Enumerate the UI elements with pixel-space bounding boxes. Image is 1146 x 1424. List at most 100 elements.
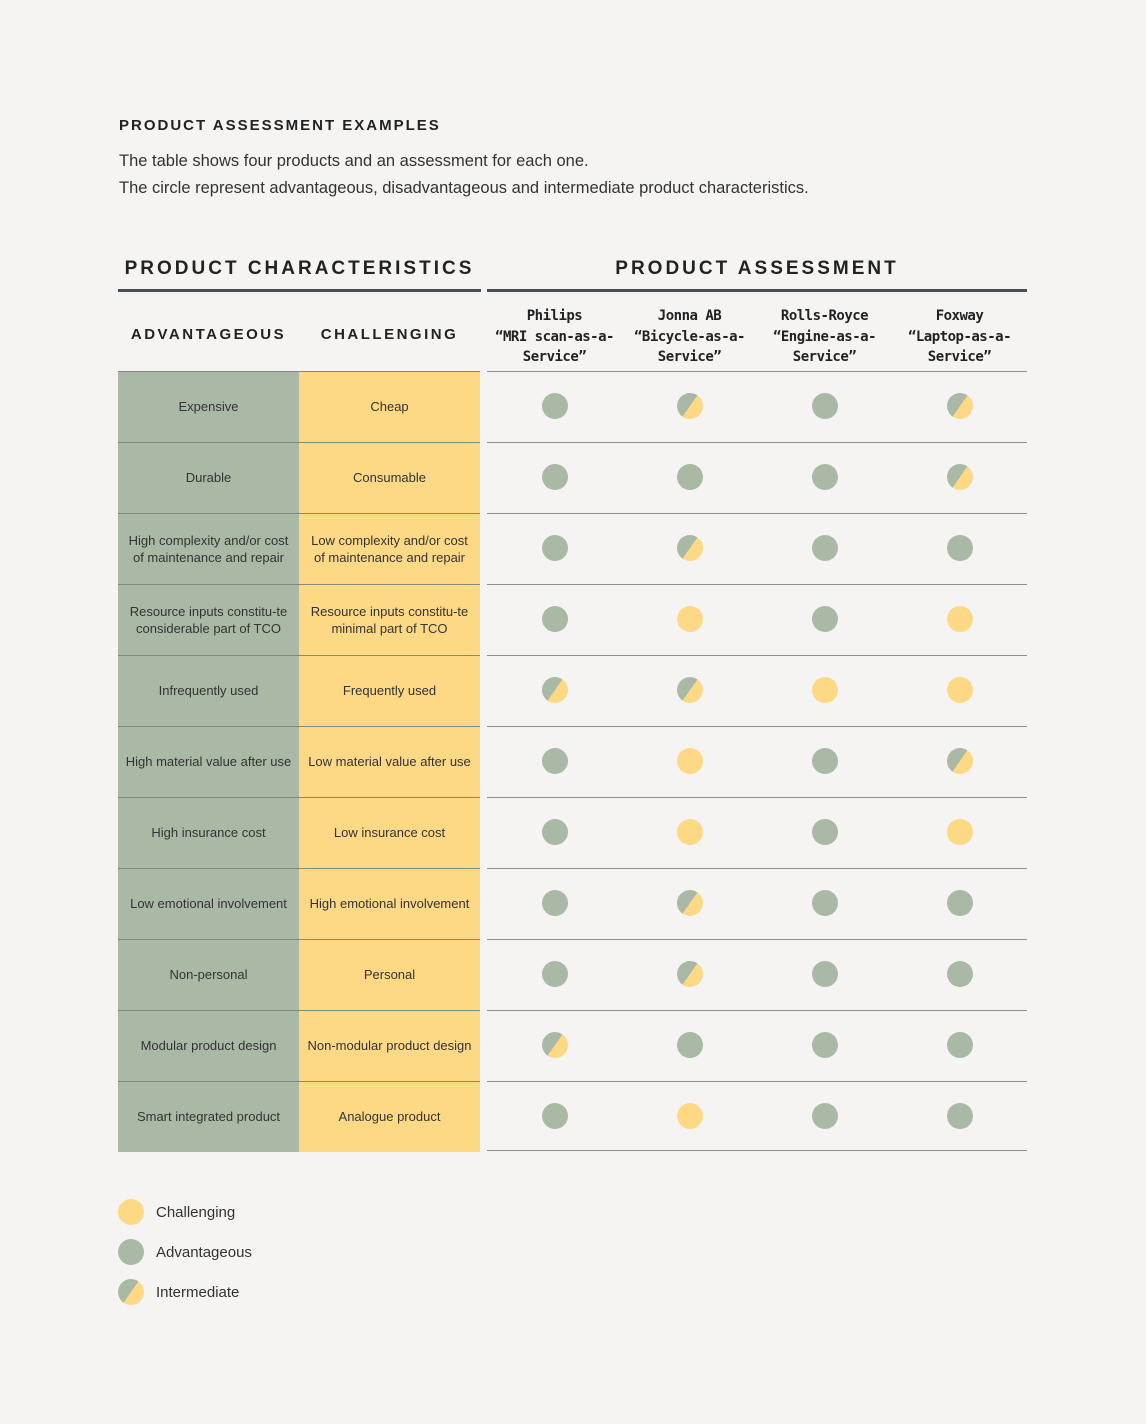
product-service: “Engine-as-a-Service” [772,328,877,366]
intro-text: The table shows four products and an ass… [119,148,809,202]
advantageous-circle-icon [812,535,838,561]
advantageous-circle-icon [118,1239,144,1265]
advantageous-circle-icon [812,890,838,916]
intro-line: The table shows four products and an ass… [119,152,589,170]
product-header: Philips “MRI scan-as-a-Service” [487,306,622,368]
table-row: Non-personal Personal [118,939,1027,1010]
advantageous-circle-icon [947,1032,973,1058]
advantageous-circle-icon [947,535,973,561]
divider [487,513,1027,514]
advantageous-cell: High complexity and/or cost of maintenan… [118,513,299,584]
advantageous-circle-icon [542,890,568,916]
challenging-circle-icon [677,606,703,632]
table-row: Smart integrated product Analogue produc… [118,1081,1027,1152]
advantageous-cell: Expensive [118,371,299,442]
product-service: “Bicycle-as-a-Service” [633,328,746,366]
product-name: Jonna AB [657,308,722,324]
intermediate-circle-icon [677,393,703,419]
advantageous-cell: High insurance cost [118,797,299,868]
divider [118,289,481,292]
intermediate-circle-icon [677,961,703,987]
table-row: Expensive Cheap [118,371,1027,442]
challenging-circle-icon [947,819,973,845]
advantageous-circle-icon [542,961,568,987]
section-title-characteristics: PRODUCT CHARACTERISTICS [124,258,475,279]
challenging-cell: Consumable [299,442,480,513]
challenging-cell: Frequently used [299,655,480,726]
product-header: Jonna AB “Bicycle-as-a-Service” [622,306,757,368]
advantageous-cell: Durable [118,442,299,513]
advantageous-circle-icon [542,464,568,490]
advantageous-cell: High material value after use [118,726,299,797]
advantageous-circle-icon [542,1103,568,1129]
advantageous-circle-icon [812,1103,838,1129]
advantageous-circle-icon [542,606,568,632]
intermediate-circle-icon [118,1279,144,1305]
divider [487,1081,1027,1082]
column-header-advantageous: ADVANTAGEOUS [130,326,287,343]
challenging-cell: Resource inputs constitu-te minimal part… [299,584,480,655]
advantageous-circle-icon [812,393,838,419]
challenging-circle-icon [118,1199,144,1225]
legend-item: Intermediate [118,1279,239,1305]
intermediate-circle-icon [677,535,703,561]
divider [487,868,1027,869]
challenging-cell: Cheap [299,371,480,442]
product-header: Rolls-Royce “Engine-as-a-Service” [757,306,892,368]
advantageous-circle-icon [542,748,568,774]
advantageous-circle-icon [812,606,838,632]
intro-line: The circle represent advantageous, disad… [119,179,809,197]
advantageous-circle-icon [812,464,838,490]
challenging-circle-icon [677,819,703,845]
intermediate-circle-icon [947,748,973,774]
table-row: High material value after use Low materi… [118,726,1027,797]
legend-label: Advantageous [156,1243,252,1261]
advantageous-cell: Modular product design [118,1010,299,1081]
advantageous-circle-icon [812,748,838,774]
product-service: “MRI scan-as-a-Service” [495,328,614,366]
advantageous-circle-icon [947,890,973,916]
challenging-cell: Low material value after use [299,726,480,797]
product-name: Rolls-Royce [780,308,869,324]
table-row: High insurance cost Low insurance cost [118,797,1027,868]
divider [487,797,1027,798]
challenging-cell: Personal [299,939,480,1010]
divider [487,442,1027,443]
advantageous-circle-icon [542,535,568,561]
advantageous-circle-icon [947,961,973,987]
advantageous-cell: Low emotional involvement [118,868,299,939]
challenging-circle-icon [677,748,703,774]
divider [487,371,1027,372]
intermediate-circle-icon [947,464,973,490]
challenging-cell: High emotional involvement [299,868,480,939]
intermediate-circle-icon [542,1032,568,1058]
divider [487,1150,1027,1151]
table-row: Low emotional involvement High emotional… [118,868,1027,939]
challenging-cell: Low insurance cost [299,797,480,868]
table-row: Modular product design Non-modular produ… [118,1010,1027,1081]
challenging-circle-icon [812,677,838,703]
table-row: Resource inputs constitu-te considerable… [118,584,1027,655]
divider [487,1010,1027,1011]
product-header: Foxway “Laptop-as-a-Service” [892,306,1027,368]
legend-item: Advantageous [118,1239,252,1265]
advantageous-circle-icon [947,1103,973,1129]
challenging-circle-icon [947,677,973,703]
legend-label: Intermediate [156,1283,240,1301]
advantageous-cell: Infrequently used [118,655,299,726]
advantageous-circle-icon [542,393,568,419]
legend-item: Challenging [118,1199,235,1225]
advantageous-cell: Resource inputs constitu-te considerable… [118,584,299,655]
advantageous-cell: Smart integrated product [118,1081,299,1152]
advantageous-circle-icon [542,819,568,845]
advantageous-circle-icon [812,961,838,987]
advantageous-circle-icon [677,464,703,490]
advantageous-circle-icon [812,819,838,845]
advantageous-cell: Non-personal [118,939,299,1010]
divider [487,726,1027,727]
challenging-cell: Low complexity and/or cost of maintenanc… [299,513,480,584]
page-kicker: PRODUCT ASSESSMENT EXAMPLES [119,117,441,134]
section-title-assessment: PRODUCT ASSESSMENT [615,258,899,279]
intermediate-circle-icon [542,677,568,703]
